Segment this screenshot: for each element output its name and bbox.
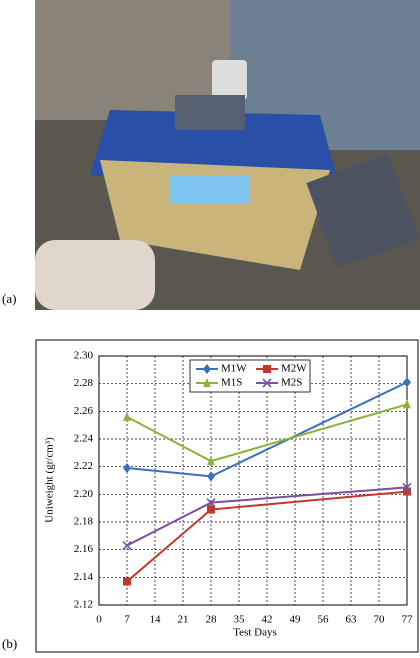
- marker: [403, 399, 411, 409]
- marker: [207, 456, 215, 466]
- legend-label: M1S: [221, 377, 242, 389]
- x-axis-label: Test Days: [233, 627, 277, 639]
- marker: [206, 498, 216, 508]
- y-tick-label: 2.14: [74, 571, 94, 583]
- y-tick-label: 2.28: [74, 377, 94, 389]
- photo-display: [170, 175, 250, 203]
- y-tick-label: 2.22: [74, 460, 93, 472]
- photo-block: [175, 95, 245, 130]
- marker: [402, 482, 412, 492]
- x-tick-label: 0: [96, 614, 102, 626]
- photo-jar: [212, 60, 247, 100]
- y-tick-label: 2.16: [74, 543, 94, 555]
- panel-label: (b): [2, 636, 17, 651]
- y-tick-label: 2.12: [74, 599, 93, 611]
- photo-scale-body: [100, 160, 330, 270]
- photo: [35, 0, 420, 310]
- x-tick-label: 14: [150, 614, 162, 626]
- marker: [122, 540, 132, 551]
- panel-label: (a): [2, 291, 16, 306]
- legend-label: M2W: [281, 363, 307, 375]
- y-tick-label: 2.30: [74, 350, 94, 362]
- marker: [207, 471, 215, 482]
- y-tick-label: 2.26: [74, 405, 94, 417]
- y-axis-label: Uniweight (gr/cm³): [44, 437, 56, 523]
- x-tick-label: 21: [178, 614, 189, 626]
- marker: [203, 378, 211, 387]
- x-tick-label: 7: [124, 614, 130, 626]
- x-tick-label: 42: [262, 614, 273, 626]
- y-tick-label: 2.20: [74, 488, 94, 500]
- photo-block: [345, 154, 419, 255]
- chart-frame: [35, 339, 419, 653]
- legend-label: M1W: [221, 363, 247, 375]
- marker: [263, 365, 271, 373]
- y-tick-label: 2.24: [74, 433, 94, 445]
- marker: [123, 463, 131, 474]
- x-tick-label: 49: [290, 614, 302, 626]
- marker: [123, 577, 131, 586]
- photo-hand: [35, 240, 155, 310]
- marker: [403, 377, 411, 388]
- marker: [207, 505, 215, 514]
- plot-area: [98, 355, 408, 606]
- marker: [203, 364, 211, 374]
- legend-label: M2S: [281, 377, 302, 389]
- marker: [262, 378, 272, 388]
- x-tick-label: 77: [402, 614, 414, 626]
- x-tick-label: 70: [374, 614, 386, 626]
- y-tick-label: 2.18: [74, 516, 94, 528]
- x-tick-label: 28: [206, 614, 218, 626]
- marker: [123, 411, 131, 421]
- marker: [403, 487, 411, 496]
- x-tick-label: 35: [234, 614, 246, 626]
- x-tick-label: 56: [318, 614, 330, 626]
- x-tick-label: 63: [346, 614, 358, 626]
